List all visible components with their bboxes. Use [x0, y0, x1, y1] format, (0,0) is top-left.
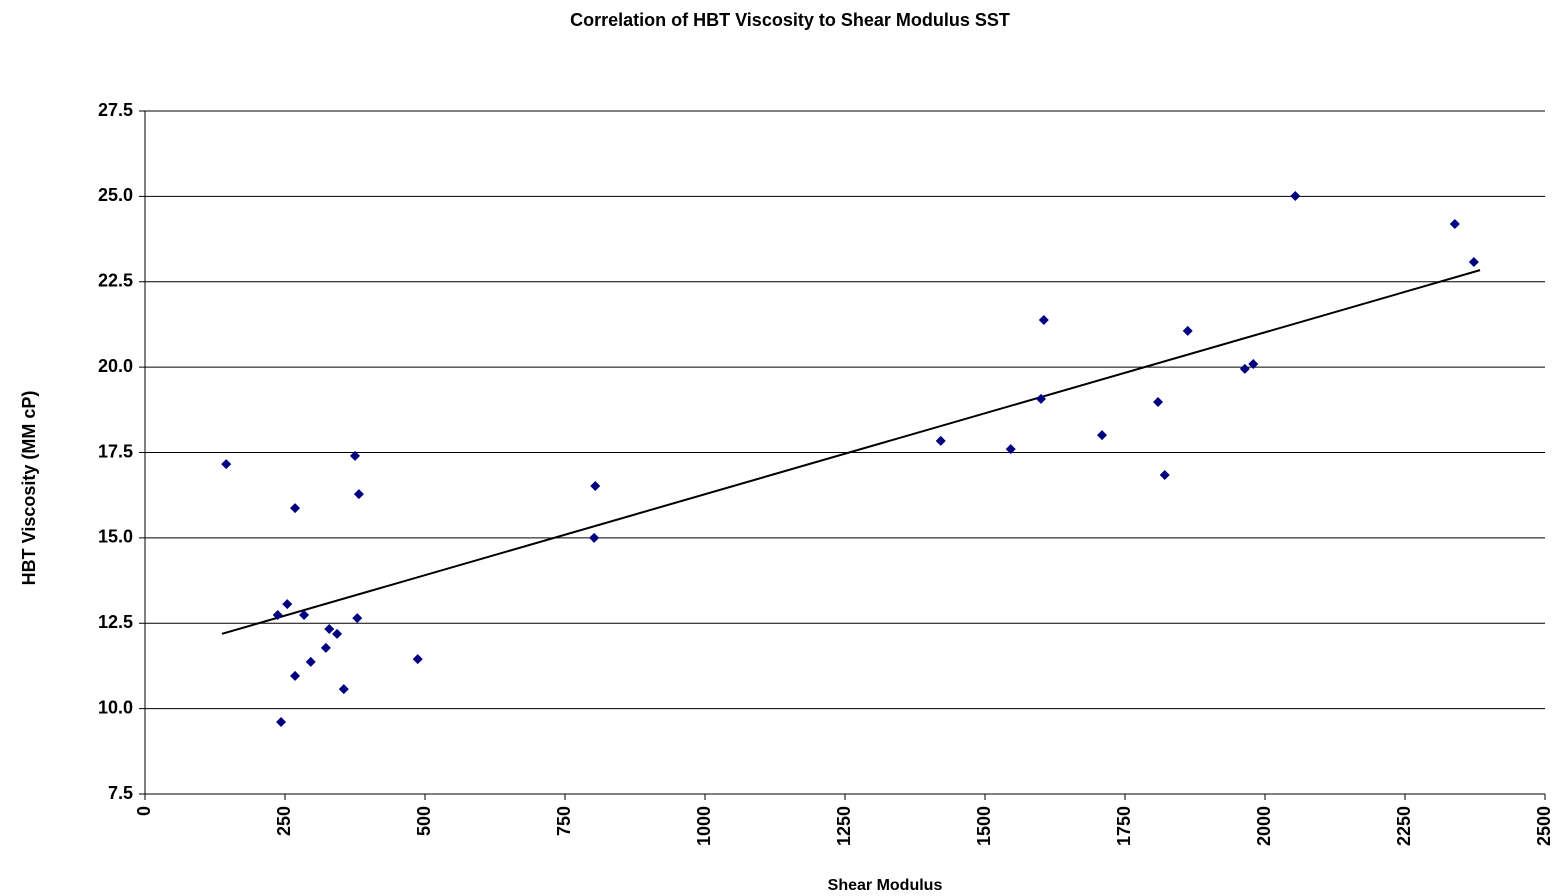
trendline	[221, 269, 1481, 635]
y-tick-label: 15.0	[98, 527, 133, 547]
data-point	[590, 480, 601, 491]
y-tick-label: 17.5	[98, 441, 133, 461]
data-point	[935, 435, 946, 446]
data-point	[282, 599, 293, 610]
data-point	[1182, 325, 1193, 336]
x-tick-label: 2250	[1394, 806, 1414, 846]
x-tick-label: 2000	[1254, 806, 1274, 846]
data-point	[272, 610, 283, 621]
data-point	[350, 450, 360, 461]
data-point	[1468, 256, 1479, 267]
data-point	[221, 459, 232, 470]
data-point	[1159, 470, 1170, 481]
data-point	[299, 610, 310, 621]
data-point	[1097, 430, 1108, 441]
data-point	[1290, 191, 1301, 202]
y-axis-title: HBT Viscosity (MM cP)	[19, 391, 39, 586]
data-point	[1005, 444, 1016, 455]
x-tick-label: 1000	[694, 806, 714, 846]
data-point	[324, 624, 335, 635]
data-point	[352, 613, 363, 624]
y-tick-label: 10.0	[98, 697, 133, 717]
data-point	[276, 716, 287, 727]
x-tick-label: 2500	[1534, 806, 1554, 846]
x-tick-label: 1500	[974, 806, 994, 846]
data-point	[1449, 219, 1460, 230]
data-point	[1248, 359, 1259, 370]
data-point	[412, 654, 423, 665]
data-point	[1038, 314, 1049, 325]
y-tick-label: 20.0	[98, 356, 133, 376]
data-point	[332, 628, 343, 639]
x-tick-label: 500	[414, 806, 434, 836]
x-tick-label: 0	[134, 806, 154, 816]
y-tick-label: 27.5	[98, 100, 133, 120]
x-axis-title: Shear Modulus	[828, 877, 943, 894]
data-point	[290, 670, 301, 681]
x-tick-label: 250	[274, 806, 294, 836]
data-point	[353, 489, 364, 500]
data-point	[338, 684, 349, 695]
data-point	[1239, 363, 1250, 374]
y-tick-label: 7.5	[108, 783, 133, 803]
data-point	[1153, 396, 1164, 407]
x-tick-label: 1250	[834, 806, 854, 846]
data-point	[589, 532, 600, 543]
chart-title: Correlation of HBT Viscosity to Shear Mo…	[570, 10, 1010, 30]
x-tick-label: 1750	[1114, 806, 1134, 846]
data-point	[320, 642, 331, 653]
data-point	[305, 656, 316, 667]
data-point	[290, 503, 301, 514]
y-tick-label: 25.0	[98, 185, 133, 205]
data-point	[1036, 393, 1046, 404]
x-tick-label: 750	[554, 806, 574, 836]
y-tick-label: 12.5	[98, 612, 133, 632]
y-tick-label: 22.5	[98, 271, 133, 291]
